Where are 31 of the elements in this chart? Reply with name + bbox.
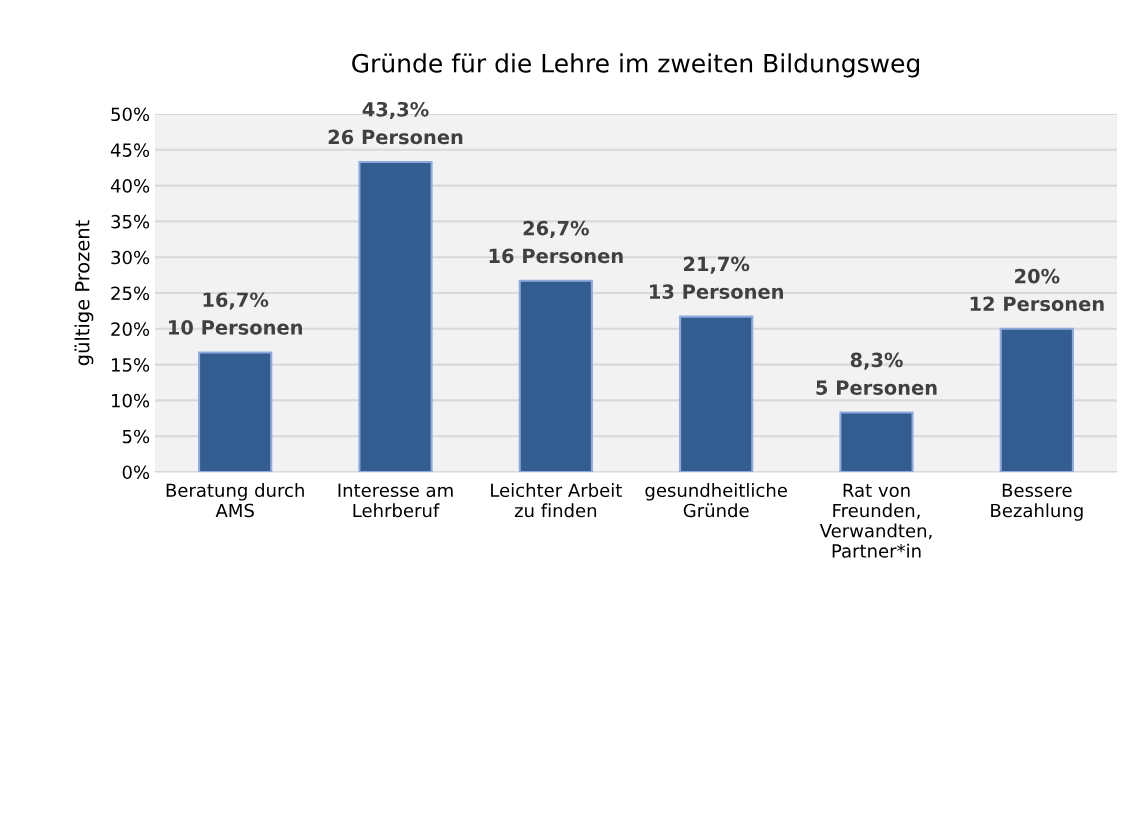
x-tick-label: Leichter Arbeit zu finden	[491, 483, 622, 518]
data-label: 20% 12 Personen	[970, 268, 1104, 312]
y-axis-title: gültige Prozent	[74, 220, 94, 366]
data-label: 16,7% 10 Personen	[169, 292, 302, 335]
y-tick-label: 40%	[110, 179, 150, 193]
y-tick-label: 45%	[110, 143, 150, 157]
x-tick-label: Beratung durch AMS	[166, 483, 304, 518]
y-tick-label: 15%	[111, 358, 150, 372]
bar	[518, 279, 593, 472]
bar	[839, 411, 914, 472]
x-tick-label: Bessere Bezahlung	[991, 483, 1083, 521]
data-label: 8,3% 5 Personen	[816, 352, 937, 395]
y-tick-label: 30%	[111, 250, 150, 265]
y-tick-label: 10%	[111, 393, 150, 408]
y-tick-label: 20%	[111, 322, 150, 336]
chart-title: Gründe für die Lehre im zweiten Bildungsweg	[352, 53, 920, 78]
data-label: 43,3% 26 Personen	[328, 101, 463, 145]
y-tick-label: 0%	[122, 465, 150, 480]
data-label: 21,7% 13 Personen	[650, 256, 783, 299]
data-label: 26,7% 16 Personen	[489, 220, 623, 264]
y-tick-label: 35%	[111, 214, 150, 229]
y-tick-label: 50%	[111, 107, 150, 122]
x-tick-label: Rat von Freunden, Verwandten, Partner*in	[819, 483, 932, 558]
x-tick-label: gesundheitliche Gründe	[645, 483, 787, 518]
y-tick-label: 25%	[111, 286, 150, 301]
bar	[198, 351, 273, 472]
y-tick-label: 5%	[122, 429, 150, 444]
bar	[999, 327, 1074, 472]
bar	[679, 315, 754, 472]
x-tick-label: Interesse am Lehrberuf	[338, 483, 453, 518]
bar	[358, 160, 433, 472]
